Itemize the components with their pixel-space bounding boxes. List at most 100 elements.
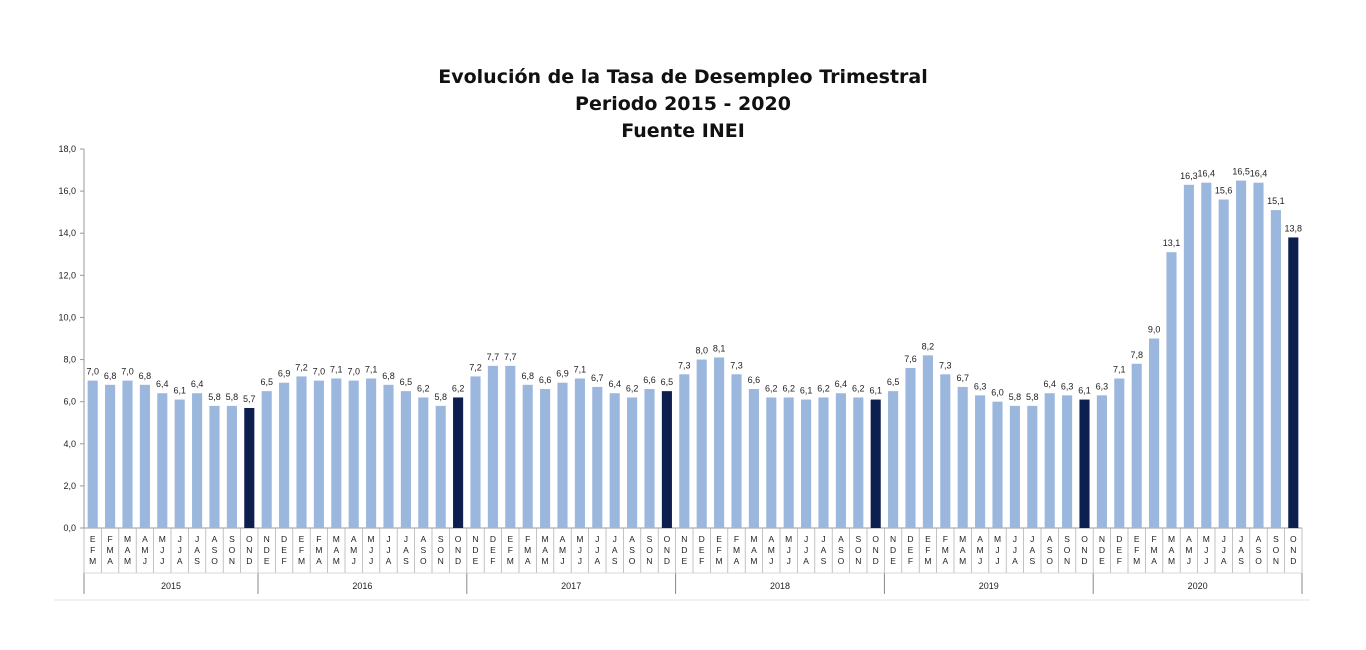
bar [644,389,655,528]
bar [1027,405,1038,528]
y-tick-label: 2,0 [63,481,76,491]
bar-value-label: 5,8 [1009,392,1022,402]
bar-value-label: 6,1 [173,386,186,396]
bar [453,397,464,528]
bar-value-label: 6,2 [417,383,430,393]
bar-value-label: 6,2 [782,383,795,393]
bar [1236,180,1247,529]
bar [714,357,725,528]
y-tick-label: 14,0 [58,228,76,238]
bar [818,397,829,528]
bar-value-label: 6,5 [661,377,674,387]
bar-value-label: 6,6 [539,375,552,385]
year-label: 2015 [161,581,181,591]
bar [1218,199,1229,529]
bar-value-label: 7,0 [86,367,99,377]
y-tick-label: 8,0 [63,355,76,365]
y-tick-label: 18,0 [58,144,76,154]
bar-value-label: 6,4 [1043,379,1056,389]
chart-title-line-3: Fuente INEI [621,120,745,142]
bar [1288,237,1299,528]
bar-value-label: 6,8 [521,371,534,381]
bar [522,384,533,528]
bar [783,397,794,528]
bar [122,380,133,528]
bar [540,389,551,528]
y-tick-label: 6,0 [63,397,76,407]
bar-value-label: 7,0 [121,367,134,377]
bar-value-label: 6,5 [887,377,900,387]
bar [870,399,881,528]
bar [888,391,899,528]
bar [592,386,603,528]
y-tick-label: 0,0 [63,523,76,533]
bar-value-label: 6,9 [278,369,291,379]
bar-value-label: 5,8 [1026,392,1039,402]
bar [731,374,742,528]
bar [1253,182,1264,528]
bar [922,355,933,528]
year-label: 2019 [979,581,999,591]
bar [105,384,116,528]
year-label: 2018 [770,581,790,591]
chart-title-line-1: Evolución de la Tasa de Desempleo Trimes… [438,66,928,88]
bar [244,407,255,528]
bar [609,393,620,528]
bar-value-label: 8,2 [922,341,935,351]
bar-value-label: 7,2 [469,362,482,372]
bar-value-label: 7,3 [730,360,743,370]
bar [505,365,516,528]
bar [348,380,359,528]
bar-value-label: 6,2 [852,383,865,393]
bar-value-label: 8,1 [713,343,726,353]
bar [1044,393,1055,528]
bar [696,359,707,528]
y-tick-label: 4,0 [63,439,76,449]
bar-value-label: 6,6 [748,375,761,385]
bar-value-label: 5,8 [434,392,447,402]
bar [487,365,498,528]
bar-value-label: 7,1 [330,365,343,375]
bar-value-label: 6,2 [765,383,778,393]
bar-value-label: 7,7 [487,352,500,362]
chart-title-line-2: Periodo 2015 - 2020 [575,93,791,115]
bar-value-label: 6,4 [608,379,621,389]
bar-value-label: 6,6 [643,375,656,385]
bar-value-label: 7,6 [904,354,917,364]
bar-value-label: 6,3 [1096,381,1109,391]
bar [992,401,1003,528]
bar [226,405,237,528]
bar [192,393,203,528]
